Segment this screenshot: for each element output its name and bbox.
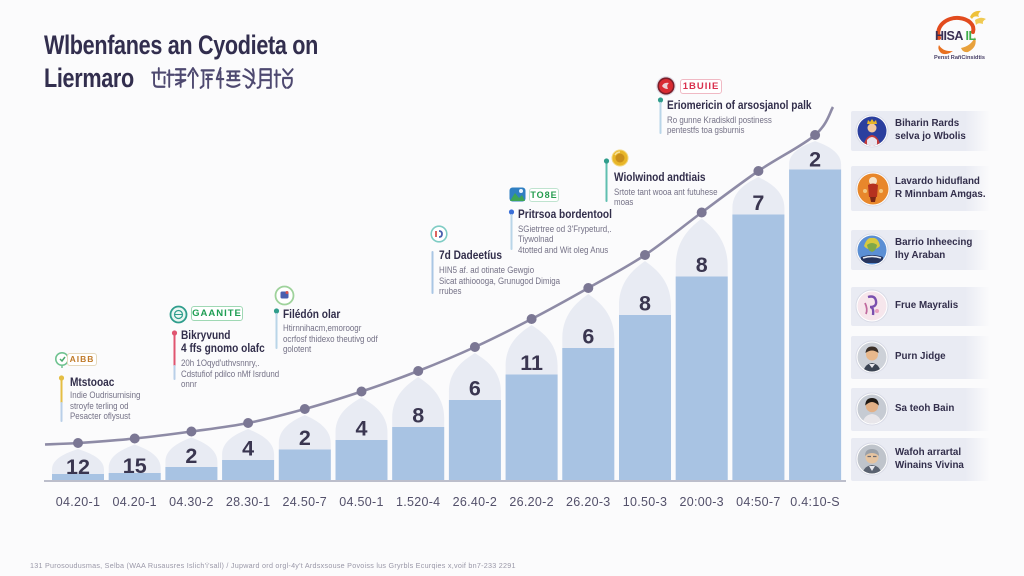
svg-text:26.20-3: 26.20-3 — [566, 495, 611, 509]
svg-text:04.20-1: 04.20-1 — [56, 495, 101, 509]
svg-text:24.50-7: 24.50-7 — [283, 495, 328, 509]
svg-text:26.40-2: 26.40-2 — [453, 495, 498, 509]
svg-text:2: 2 — [299, 426, 311, 450]
svg-text:0.4:10-S: 0.4:10-S — [790, 495, 840, 509]
svg-text:20:00-3: 20:00-3 — [679, 495, 724, 509]
svg-text:4: 4 — [242, 437, 254, 461]
svg-text:4: 4 — [356, 417, 368, 441]
svg-text:26.20-2: 26.20-2 — [509, 495, 554, 509]
svg-text:IL: IL — [966, 29, 977, 43]
svg-text:8: 8 — [639, 292, 651, 316]
svg-text:6: 6 — [582, 325, 594, 349]
svg-text:8: 8 — [696, 253, 708, 277]
svg-text:10.50-3: 10.50-3 — [623, 495, 668, 509]
svg-text:7: 7 — [752, 191, 764, 215]
svg-text:04.50-1: 04.50-1 — [339, 495, 384, 509]
svg-text:2: 2 — [809, 148, 821, 172]
svg-text:11: 11 — [520, 351, 543, 375]
svg-text:04.30-2: 04.30-2 — [169, 495, 214, 509]
svg-text:28.30-1: 28.30-1 — [226, 495, 271, 509]
svg-text:Penst RañCinsidtis: Penst RañCinsidtis — [934, 55, 985, 61]
svg-text:8: 8 — [412, 404, 424, 428]
svg-text:6: 6 — [469, 377, 481, 401]
svg-text:04.20-1: 04.20-1 — [112, 495, 157, 509]
svg-text:1.520-4: 1.520-4 — [396, 495, 441, 509]
svg-text:04:50-7: 04:50-7 — [736, 495, 781, 509]
svg-text:15: 15 — [123, 454, 147, 478]
svg-text:2: 2 — [185, 444, 197, 468]
svg-text:HISA: HISA — [935, 29, 963, 43]
svg-text:12: 12 — [66, 455, 90, 479]
